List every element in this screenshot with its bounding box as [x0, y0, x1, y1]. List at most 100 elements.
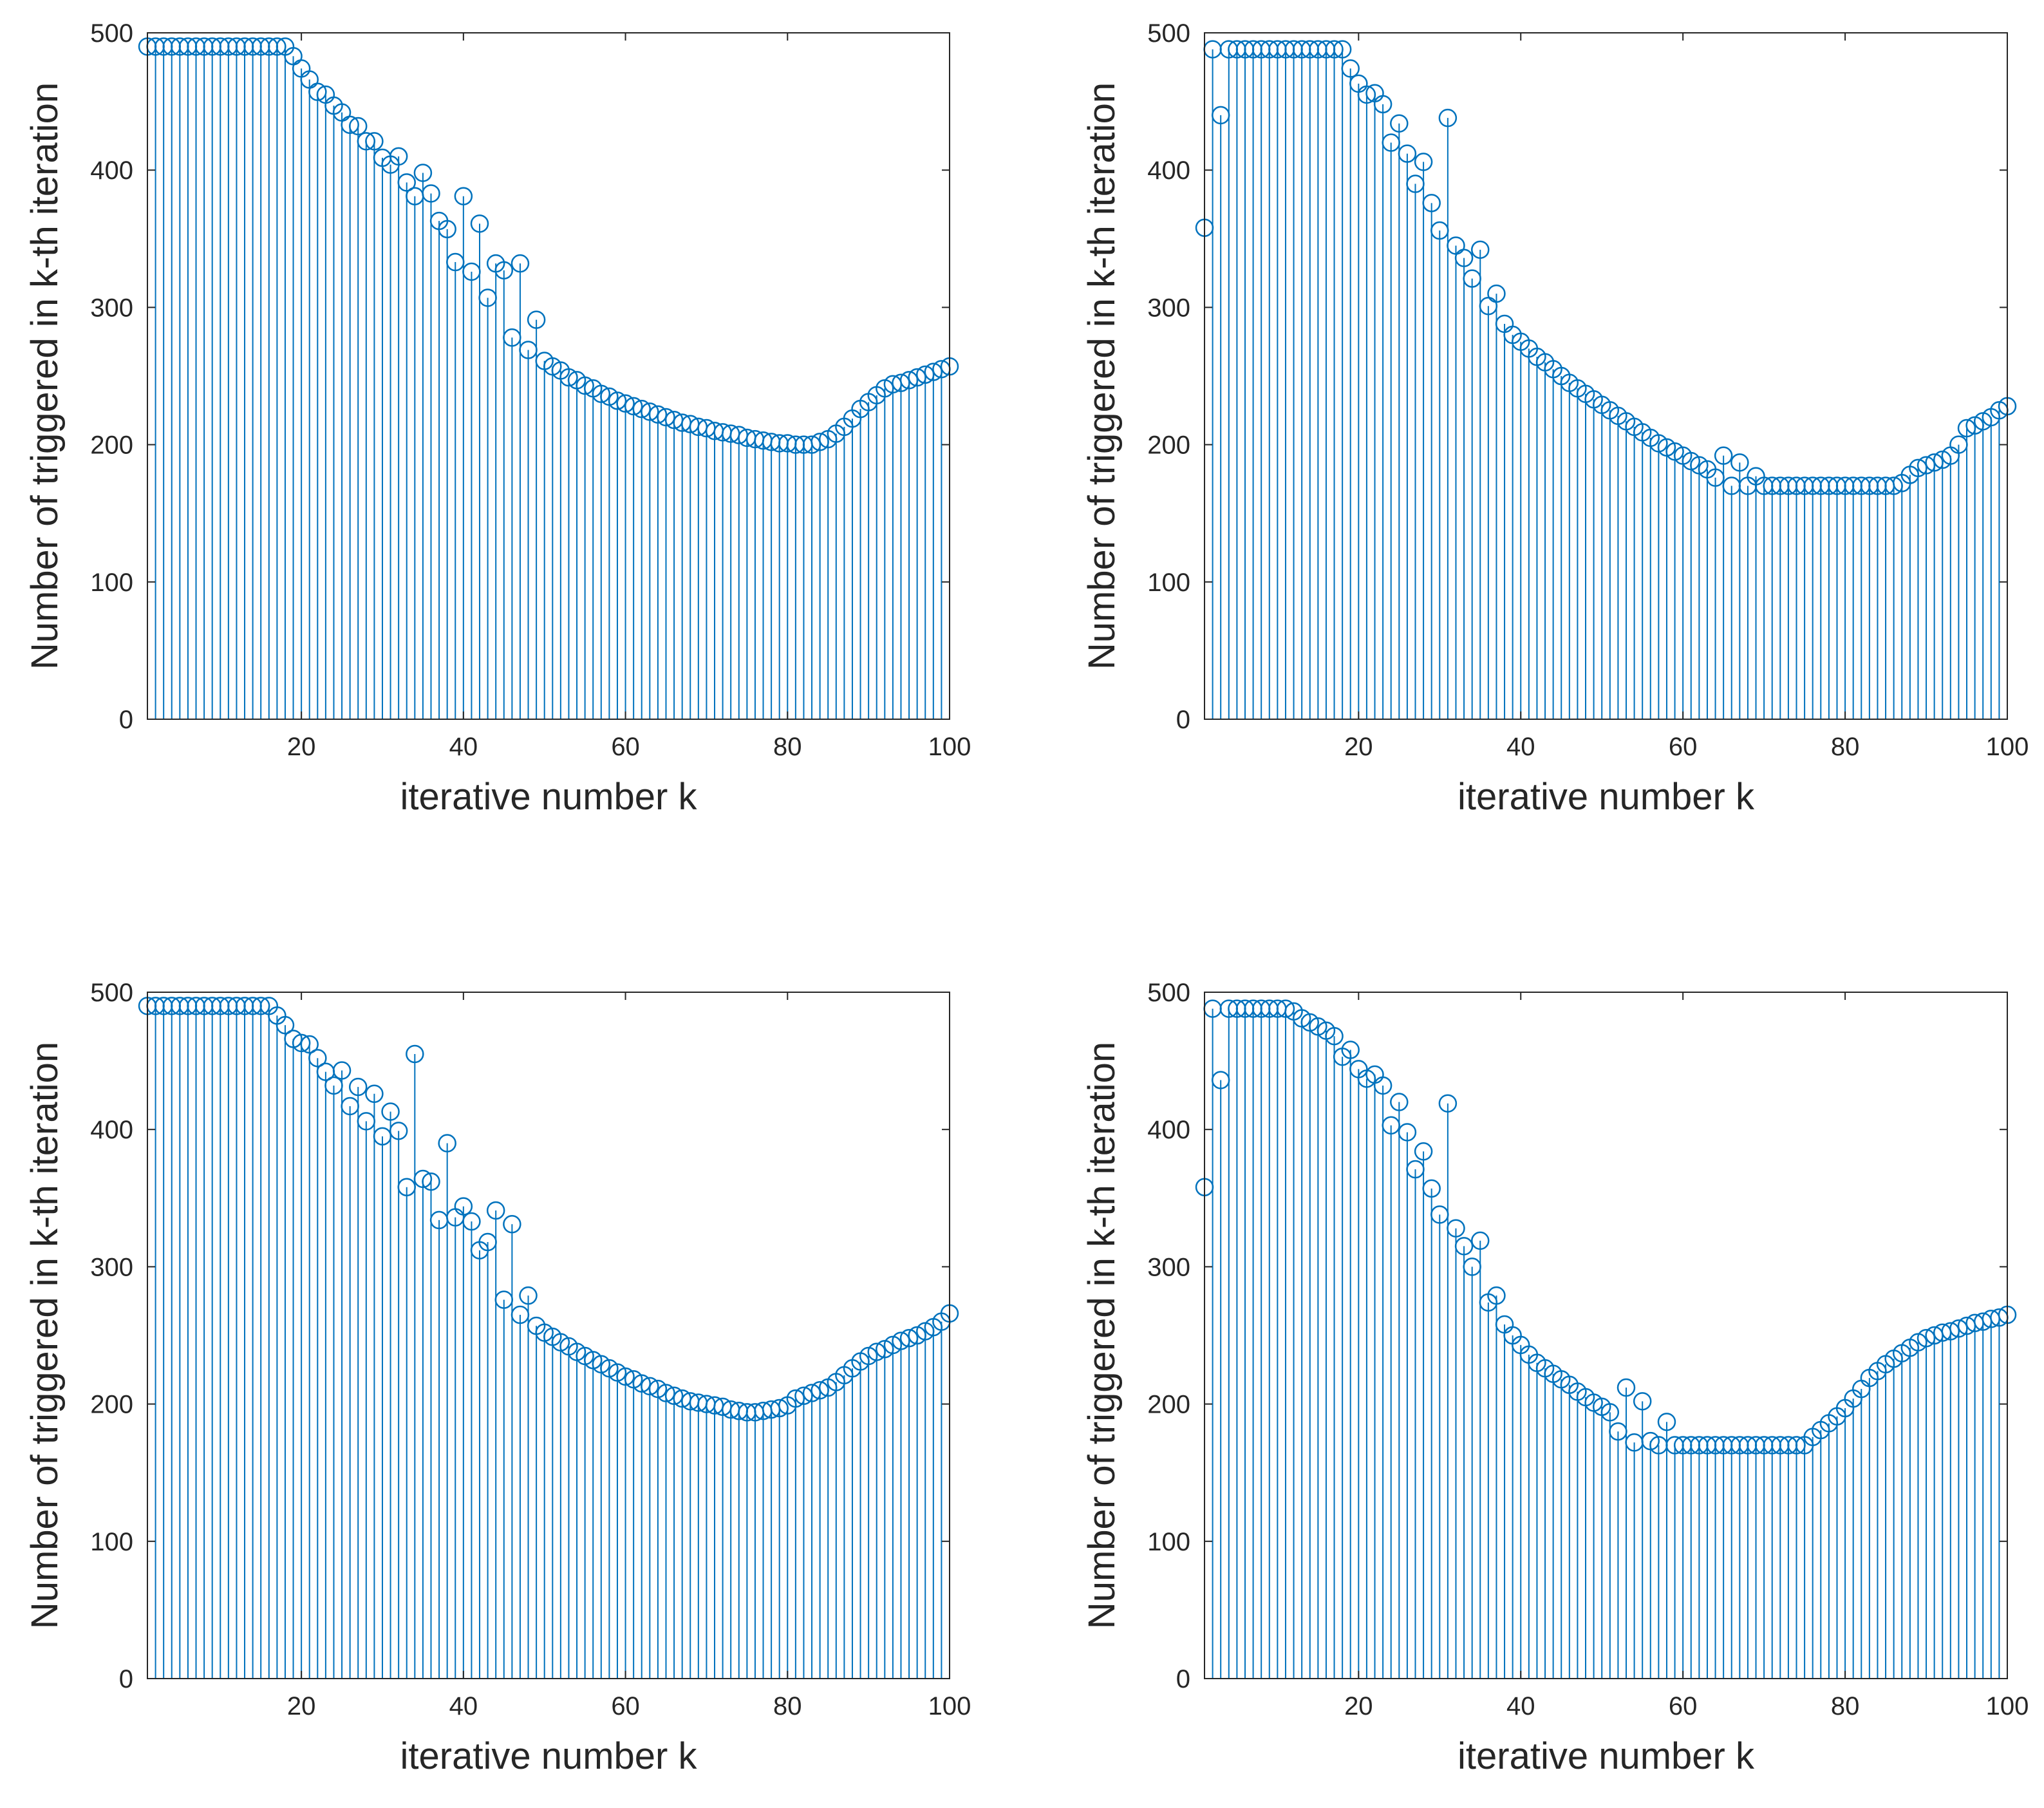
y-tick-label: 500	[1147, 19, 1190, 48]
stem-marker	[616, 1367, 635, 1386]
stem-marker	[576, 376, 594, 395]
stem-marker	[1617, 1378, 1636, 1397]
stem-marker	[1633, 1392, 1652, 1411]
stem-marker	[1422, 1179, 1441, 1198]
stem-marker	[1325, 1026, 1344, 1046]
x-axis-title: iterative number k	[1458, 1735, 1755, 1777]
y-tick-label: 300	[1147, 1253, 1190, 1281]
stem-marker	[397, 173, 416, 192]
axes-box	[1204, 32, 2008, 720]
axes-box	[1204, 992, 2008, 1679]
stem-marker	[657, 1384, 675, 1402]
stem-marker	[1600, 1403, 1620, 1422]
x-tick-label: 60	[1669, 733, 1698, 761]
stem-marker	[648, 405, 668, 424]
stem-marker	[527, 310, 546, 329]
stem-marker	[657, 408, 675, 427]
y-tick-label: 100	[90, 569, 133, 597]
stem-marker	[559, 368, 578, 387]
y-tick-label: 200	[90, 1391, 133, 1419]
chart-panel-3: 20 40 60 80 100 0 100 200 300 400 500 iterative num…	[24, 979, 971, 1777]
stem-marker	[1422, 194, 1441, 212]
stem-marker	[511, 254, 530, 273]
stem-marker	[616, 394, 635, 413]
chart-panel-1: 20 40 60 80 100 0 100 200 300 400 500 iterative num…	[24, 19, 971, 818]
stem-marker	[413, 1169, 433, 1189]
stem-marker	[454, 1197, 473, 1216]
x-tick-label: 100	[928, 733, 971, 761]
stem-marker	[641, 402, 659, 421]
stem-marker	[389, 1122, 408, 1140]
stem-marker	[348, 1077, 368, 1097]
x-tick-label: 40	[1506, 1692, 1535, 1720]
chart-panel-2: 20 40 60 80 100 0 100 200 300 400 500 iterative num…	[1081, 19, 2029, 818]
stem-marker	[1438, 1094, 1458, 1113]
stem-marker	[454, 187, 473, 205]
y-axis-title: Number of triggered in k-th iteration	[1081, 1042, 1123, 1629]
stem-marker	[1471, 1231, 1490, 1250]
stem-marker	[308, 82, 327, 101]
stem-marker	[422, 1172, 440, 1191]
x-tick-label: 20	[1344, 733, 1373, 761]
stem-marker	[664, 1386, 684, 1406]
y-tick-label: 300	[90, 1253, 133, 1281]
y-tick-label: 0	[119, 706, 133, 734]
stem-marker	[300, 1035, 319, 1054]
stem-marker	[641, 1377, 659, 1396]
y-tick-label: 200	[1147, 431, 1190, 460]
x-tick-label: 20	[1344, 1692, 1373, 1720]
stem-marker	[503, 1215, 521, 1234]
stem-marker	[1438, 108, 1458, 127]
stem-marker	[406, 1044, 424, 1064]
stem-marker	[1373, 1076, 1392, 1095]
x-tick-label: 20	[287, 733, 316, 761]
stem-marker	[592, 384, 611, 403]
stem-marker	[389, 147, 408, 166]
x-tick-label: 80	[1831, 733, 1860, 761]
stem-marker	[1341, 59, 1360, 78]
stem-series	[138, 997, 959, 1679]
x-tick-label: 80	[773, 1692, 802, 1720]
axes-box	[147, 32, 950, 720]
stem-marker	[292, 1033, 311, 1053]
stem-marker	[1730, 453, 1749, 472]
stem-marker	[1487, 284, 1506, 303]
y-tick-label: 200	[1147, 1391, 1190, 1419]
stem-marker	[1657, 1413, 1676, 1431]
stem-marker	[308, 1049, 327, 1068]
x-tick-label: 100	[1986, 733, 2029, 761]
stem-marker	[365, 1084, 384, 1104]
y-tick-label: 400	[90, 156, 133, 185]
y-axis-title: Number of triggered in k-th iteration	[24, 1042, 66, 1629]
axes-box	[147, 992, 950, 1679]
stem-marker	[1454, 249, 1474, 267]
y-tick-label: 500	[1147, 979, 1190, 1007]
stem-marker	[341, 115, 359, 135]
stem-marker	[1414, 1142, 1433, 1161]
stem-marker	[462, 1212, 481, 1231]
y-tick-label: 400	[90, 1116, 133, 1144]
stem-marker	[365, 132, 384, 151]
stem-marker	[519, 1286, 538, 1305]
stem-marker	[438, 1134, 456, 1153]
stem-marker	[348, 117, 368, 136]
x-tick-label: 40	[449, 733, 478, 761]
x-tick-label: 80	[1831, 1692, 1860, 1720]
stem-marker	[1454, 1237, 1474, 1256]
stem-marker	[1714, 446, 1733, 465]
stem-marker	[486, 1201, 505, 1220]
stem-marker	[624, 397, 643, 416]
y-tick-label: 0	[1176, 706, 1190, 734]
chart-panel-4: 20 40 60 80 100 0 100 200 300 400 500 iterative num…	[1081, 979, 2029, 1777]
x-tick-label: 40	[1506, 733, 1535, 761]
stem-marker	[1276, 999, 1295, 1018]
stem-marker	[1341, 1041, 1360, 1059]
stem-marker	[1487, 1286, 1506, 1305]
stem-marker	[381, 1102, 400, 1121]
stem-marker	[1447, 1219, 1465, 1238]
stem-marker	[1390, 114, 1409, 133]
y-tick-label: 0	[1176, 1665, 1190, 1693]
y-tick-label: 300	[1147, 294, 1190, 322]
stem-series	[138, 37, 959, 719]
